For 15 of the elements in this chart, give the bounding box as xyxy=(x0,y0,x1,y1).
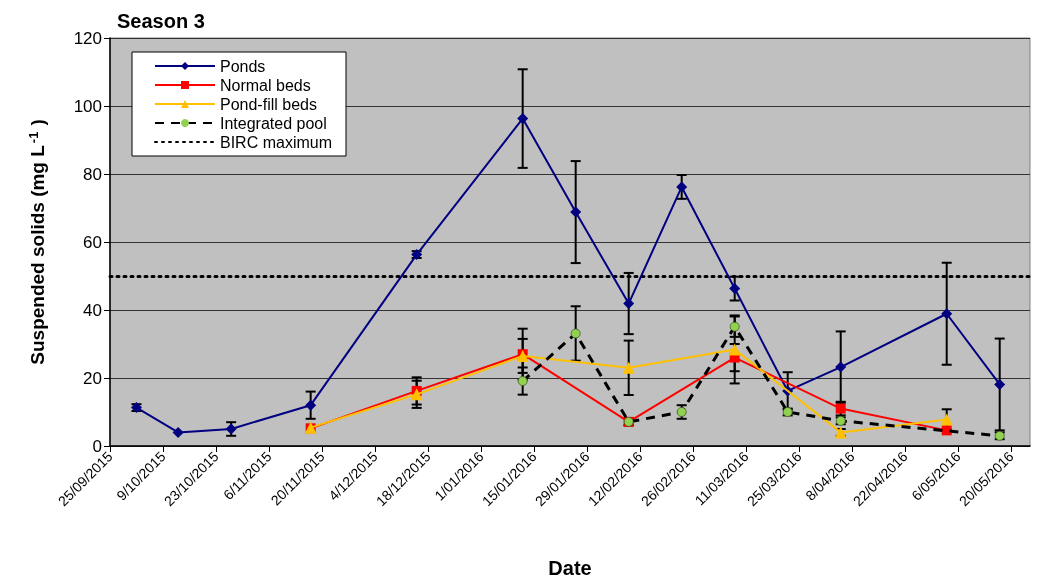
legend-label: Normal beds xyxy=(220,76,311,94)
legend-label: Ponds xyxy=(220,57,266,75)
y-axis-title: Suspended solids (mg L-1) xyxy=(26,119,48,365)
legend-label: BIRC maximum xyxy=(220,133,333,151)
legend-label: Integrated pool xyxy=(220,114,327,132)
chart-title: Season 3 xyxy=(117,10,205,32)
x-axis-title: Date xyxy=(548,557,592,579)
y-tick-label: 120 xyxy=(73,28,102,48)
y-tick-label: 80 xyxy=(83,164,102,184)
y-tick-label: 60 xyxy=(83,232,102,252)
y-tick-label: 100 xyxy=(73,96,102,116)
y-tick-label: 20 xyxy=(83,368,102,388)
y-tick-label: 40 xyxy=(83,300,102,320)
legend-label: Pond-fill beds xyxy=(220,95,317,113)
y-tick-label: 0 xyxy=(92,436,102,456)
